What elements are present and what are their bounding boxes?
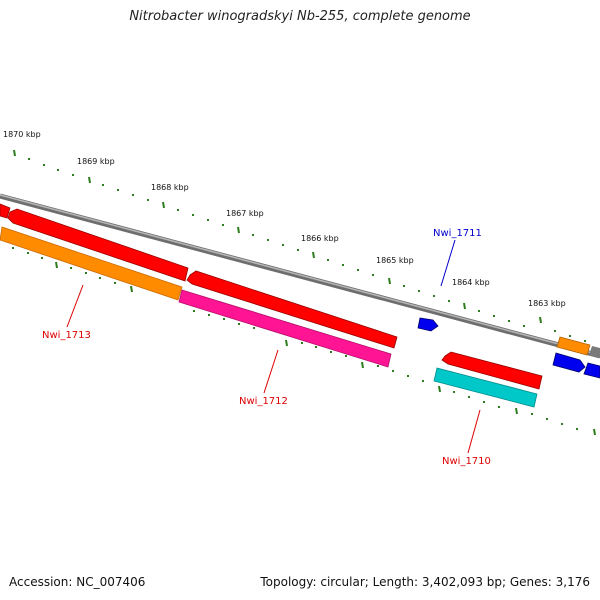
topology-summary: Topology: circular; Length: 3,402,093 bp… [260,575,590,589]
outer-tick-row [13,149,586,342]
leader-nwi-1712 [263,349,279,394]
inner-tick-row [12,247,596,436]
scale-label-1864: 1864 kbp [452,278,490,287]
gene-arrow-red-left-edge[interactable] [0,203,11,219]
gene-label-nwi-1712[interactable]: Nwi_1712 [239,396,288,407]
scale-label-1866: 1866 kbp [301,234,339,243]
gene-arrow-blue-right-1[interactable] [552,352,586,373]
gene-arrow-nwi-1711[interactable] [417,317,439,332]
leader-nwi-1713 [66,284,84,328]
forward-strand [417,317,600,379]
gene-label-nwi-1710[interactable]: Nwi_1710 [442,456,491,467]
gene-label-nwi-1711[interactable]: Nwi_1711 [433,228,482,239]
gene-arrow-nwi-1712-red[interactable] [186,270,398,349]
feature-row-inner [0,226,538,408]
gene-arrow-nwi-1710-red[interactable] [441,351,543,390]
gene-arrow-nwi-1713-red[interactable] [7,208,189,282]
accession-label: Accession: NC_007406 [9,575,146,589]
feature-pink-nwi-1712[interactable] [178,289,392,368]
gene-label-nwi-1713[interactable]: Nwi_1713 [42,330,91,341]
leader-nwi-1710 [467,409,481,454]
reverse-strand [0,203,543,390]
gene-arrow-orange-right[interactable] [556,336,591,356]
scale-label-1870: 1870 kbp [3,130,41,139]
label-leaders [66,239,481,454]
feature-orange-nwi-1713[interactable] [0,226,183,301]
scale-label-1863: 1863 kbp [528,299,566,308]
leader-nwi-1711 [440,239,456,287]
scale-label-1865: 1865 kbp [376,256,414,265]
gene-bar-gray-right [589,346,600,358]
map-title: Nitrobacter winogradskyi Nb-255, complet… [129,9,471,24]
genome-backbone [0,193,600,359]
scale-label-1867: 1867 kbp [226,209,264,218]
gene-arrow-blue-right-2[interactable] [583,362,600,379]
scale-label-1868: 1868 kbp [151,183,189,192]
feature-cyan-nwi-1710[interactable] [433,367,538,408]
scale-label-1869: 1869 kbp [77,157,115,166]
